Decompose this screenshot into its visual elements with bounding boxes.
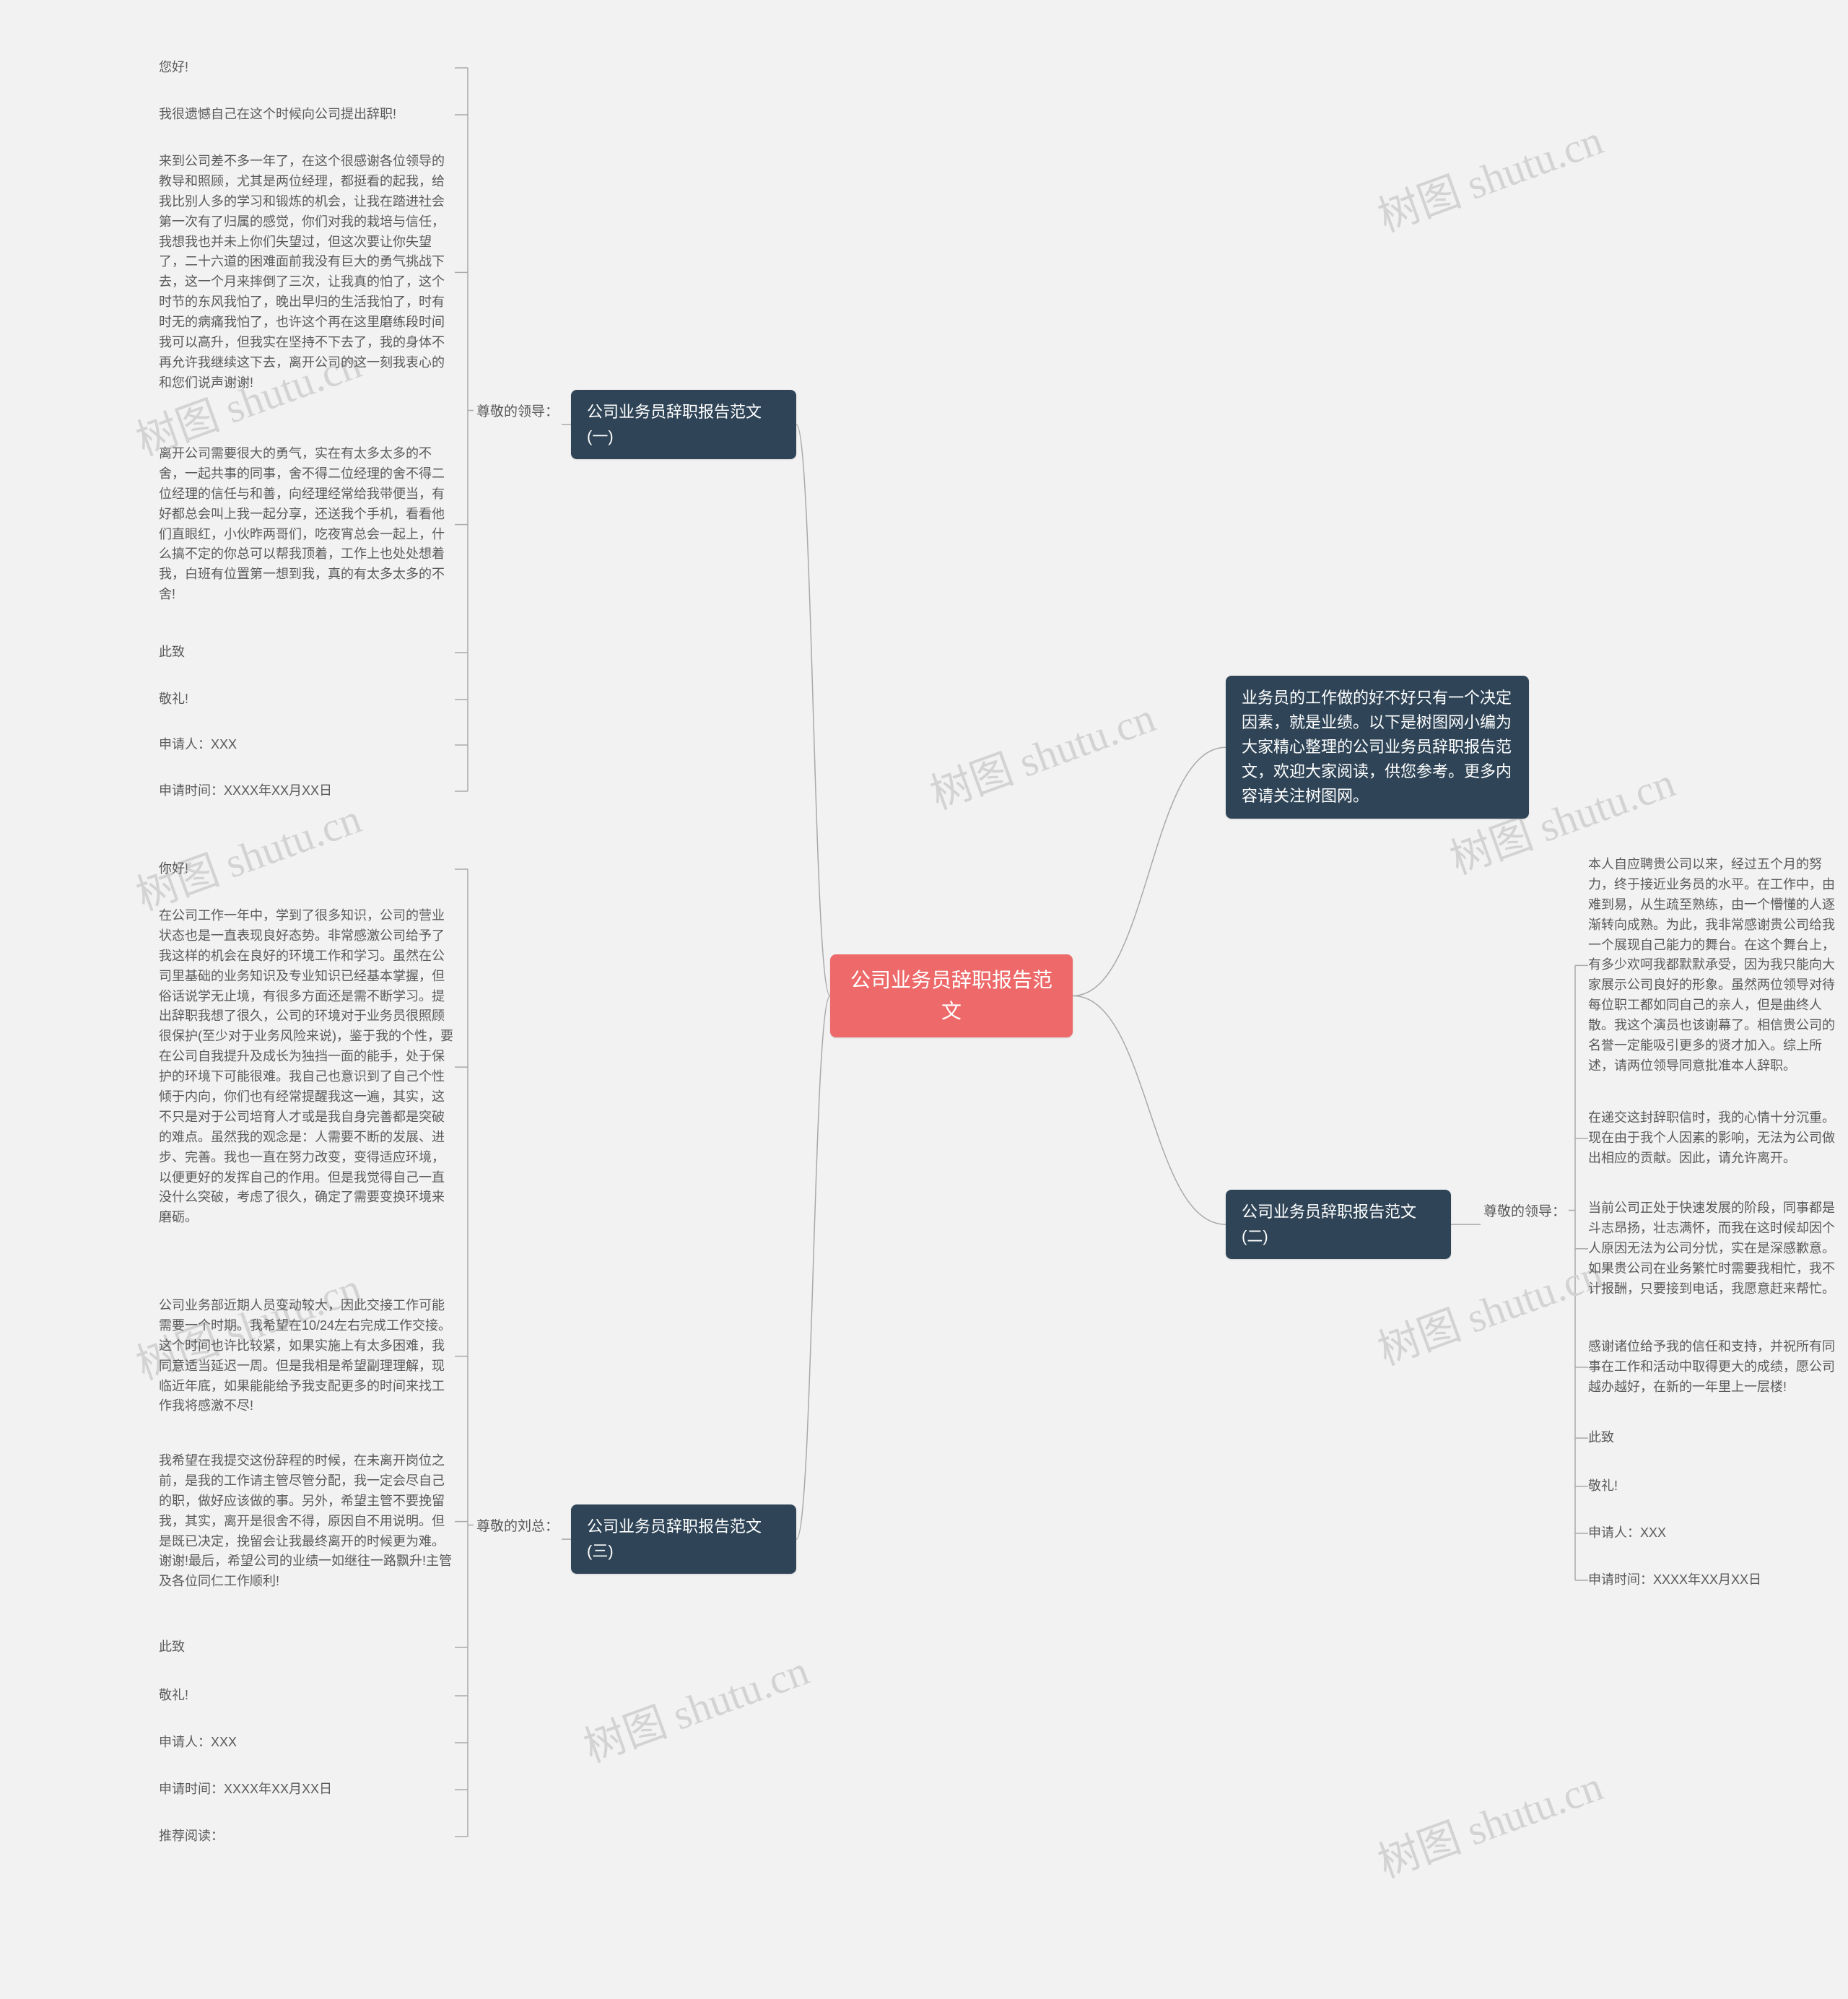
branch3-leaf-7: 申请时间：XXXX年XX月XX日 xyxy=(159,1780,455,1800)
branch3-leaf-2: 公司业务部近期人员变动较大，因此交接工作可能需要一个时期。我希望在10/24左右… xyxy=(159,1296,455,1416)
branch3-leaf-4: 此致 xyxy=(159,1637,455,1658)
branch3-leaf-0: 你好! xyxy=(159,859,455,879)
branch2-leaf-1: 在递交这封辞职信时，我的心情十分沉重。现在由于我个人因素的影响，无法为公司做出相… xyxy=(1588,1108,1841,1169)
watermark: 树图 shutu.cn xyxy=(1368,1240,1610,1377)
branch3-leaf-8: 推荐阅读： xyxy=(159,1826,455,1847)
branch2-leaf-3: 感谢诸位给予我的信任和支持，并祝所有同事在工作和活动中取得更大的成绩，愿公司越办… xyxy=(1588,1337,1841,1398)
branch1-leaf-3: 离开公司需要很大的勇气，实在有太多太多的不舍，一起共事的同事，舍不得二位经理的舍… xyxy=(159,444,455,605)
branch2-leaf-7: 申请时间：XXXX年XX月XX日 xyxy=(1588,1570,1841,1590)
branch-3-node[interactable]: 公司业务员辞职报告范文(三) xyxy=(571,1504,796,1574)
branch2-leaf-6: 申请人：XXX xyxy=(1588,1523,1841,1543)
branch-1-node[interactable]: 公司业务员辞职报告范文(一) xyxy=(571,390,796,459)
branch-3-salutation: 尊敬的刘总： xyxy=(476,1515,559,1535)
branch2-leaf-5: 敬礼! xyxy=(1588,1476,1841,1497)
branch1-leaf-0: 您好! xyxy=(159,58,455,78)
mindmap-canvas: 树图 shutu.cn 树图 shutu.cn 树图 shutu.cn 树图 shut… xyxy=(0,0,1848,1999)
branch2-leaf-4: 此致 xyxy=(1588,1428,1841,1448)
branch2-leaf-0: 本人自应聘贵公司以来，经过五个月的努力，终于接近业务员的水平。在工作中，由难到易… xyxy=(1588,855,1841,1076)
branch2-leaf-2: 当前公司正处于快速发展的阶段，同事都是斗志昂扬，壮志满怀，而我在这时候却因个人原… xyxy=(1588,1198,1841,1299)
branch1-leaf-1: 我很遗憾自己在这个时候向公司提出辞职! xyxy=(159,105,455,125)
branch3-leaf-1: 在公司工作一年中，学到了很多知识，公司的营业状态也是一直表现良好态势。非常感激公… xyxy=(159,906,455,1228)
branch-2-salutation: 尊敬的领导： xyxy=(1483,1201,1566,1220)
watermark: 树图 shutu.cn xyxy=(126,785,368,922)
branch1-leaf-6: 申请人：XXX xyxy=(159,735,455,755)
branch3-leaf-5: 敬礼! xyxy=(159,1686,455,1706)
branch1-leaf-4: 此致 xyxy=(159,643,455,663)
watermark: 树图 shutu.cn xyxy=(1368,1752,1610,1889)
branch-1-salutation: 尊敬的领导： xyxy=(476,401,559,420)
watermark: 树图 shutu.cn xyxy=(574,1637,816,1774)
branch1-leaf-7: 申请时间：XXXX年XX月XX日 xyxy=(159,781,455,801)
branch3-leaf-3: 我希望在我提交这份辞程的时候，在未离开岗位之前，是我的工作请主管尽管分配，我一定… xyxy=(159,1451,455,1592)
watermark: 树图 shutu.cn xyxy=(920,684,1162,821)
root-node[interactable]: 公司业务员辞职报告范文 xyxy=(830,954,1073,1037)
branch-2-node[interactable]: 公司业务员辞职报告范文(二) xyxy=(1226,1190,1451,1259)
watermark: 树图 shutu.cn xyxy=(1368,106,1610,243)
branch1-leaf-2: 来到公司差不多一年了，在这个很感谢各位领导的教导和照顾，尤其是两位经理，都挺看的… xyxy=(159,152,455,393)
intro-node[interactable]: 业务员的工作做的好不好只有一个决定因素，就是业绩。以下是树图网小编为大家精心整理… xyxy=(1226,676,1529,819)
branch3-leaf-6: 申请人：XXX xyxy=(159,1733,455,1753)
branch1-leaf-5: 敬礼! xyxy=(159,689,455,710)
